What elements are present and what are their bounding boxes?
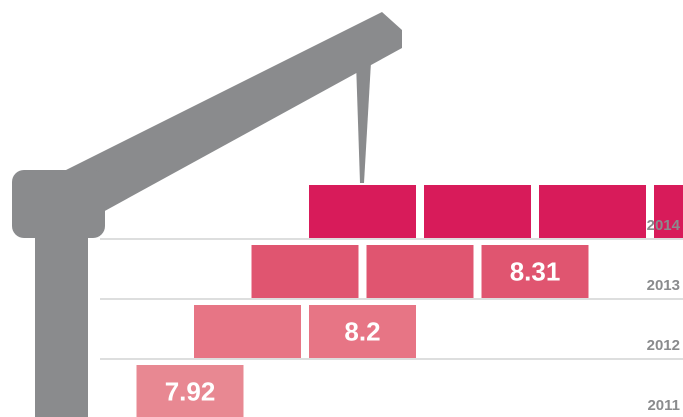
crane-cab bbox=[12, 170, 105, 238]
year-label: 2011 bbox=[647, 397, 680, 414]
brick bbox=[481, 245, 589, 298]
crane-jib bbox=[30, 12, 402, 218]
crane-mast bbox=[35, 210, 88, 417]
year-label: 2014 bbox=[647, 217, 681, 234]
data-label: 8.2 bbox=[344, 317, 380, 347]
data-label: 8.31 bbox=[510, 257, 561, 287]
brick-decor bbox=[539, 185, 646, 238]
crane-hook bbox=[356, 62, 371, 183]
data-label: 7.92 bbox=[165, 377, 216, 407]
brick bbox=[654, 185, 683, 238]
crane bbox=[12, 12, 402, 417]
brick-decor bbox=[366, 245, 474, 298]
year-label: 2013 bbox=[647, 277, 680, 294]
year-label: 2012 bbox=[647, 337, 680, 354]
brick-decor bbox=[251, 245, 359, 298]
brick bbox=[309, 305, 416, 358]
brick-decor bbox=[194, 305, 301, 358]
brick-decor bbox=[309, 185, 416, 238]
brick bbox=[136, 365, 244, 417]
brick-decor bbox=[424, 185, 531, 238]
